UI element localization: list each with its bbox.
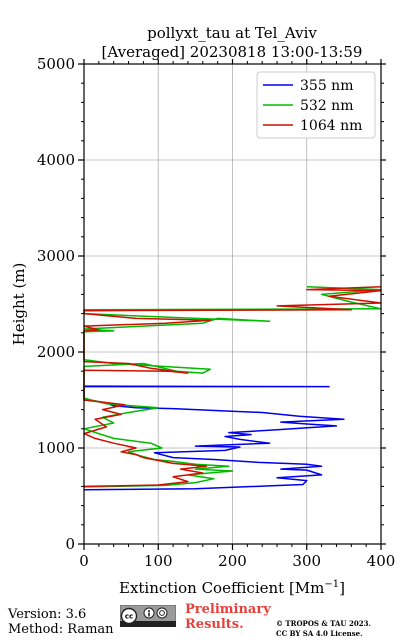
- x-tick-label: 0: [79, 552, 89, 570]
- y-tick-label: 5000: [37, 55, 75, 73]
- x-axis-label-main: Extinction Coefficient [Mm: [119, 579, 324, 597]
- y-tick-label: 4000: [37, 151, 75, 169]
- preliminary-results-note: Preliminary Results.: [185, 602, 271, 632]
- y-tick-label: 1000: [37, 439, 75, 457]
- chart-subtitle: [Averaged] 20230818 13:00-13:59: [102, 43, 363, 61]
- version-text: Version: 3.6: [8, 607, 87, 622]
- legend: 355 nm 532 nm 1064 nm: [256, 71, 376, 139]
- y-axis-label: Height (m): [10, 263, 28, 346]
- copyright-line-2: CC BY SA 4.0 License.: [276, 629, 363, 638]
- legend-box: [256, 71, 376, 139]
- preliminary-line-2: Results.: [185, 617, 244, 632]
- method-text: Method: Raman: [8, 622, 114, 637]
- y-tick-label: 2000: [37, 343, 75, 361]
- x-tick-label: 400: [367, 552, 396, 570]
- legend-entry: 355 nm: [300, 78, 353, 94]
- x-tick-label: 100: [144, 552, 173, 570]
- x-tick-label: 200: [218, 552, 247, 570]
- x-axis-label: Extinction Coefficient [Mm−1]: [119, 579, 345, 597]
- y-tick-label: 3000: [37, 247, 75, 265]
- cc-by-sa-icon: cc: [120, 605, 176, 627]
- y-tick-label: 0: [65, 535, 75, 553]
- series-line-532-nm: [83, 285, 382, 488]
- x-axis-label-close: ]: [339, 579, 345, 597]
- chart-title: pollyxt_tau at Tel_Aviv: [147, 24, 317, 42]
- legend-entry: 1064 nm: [300, 118, 362, 134]
- copyright-note: © TROPOS & TAU 2023. CC BY SA 4.0 Licens…: [276, 619, 371, 639]
- series-line-355-nm: [83, 385, 345, 491]
- svg-text:cc: cc: [125, 613, 133, 621]
- legend-entry: 532 nm: [300, 98, 353, 114]
- copyright-line-1: © TROPOS & TAU 2023.: [276, 619, 371, 628]
- x-tick-label: 300: [292, 552, 321, 570]
- preliminary-line-1: Preliminary: [185, 602, 271, 617]
- x-axis-label-superscript: −1: [324, 579, 339, 590]
